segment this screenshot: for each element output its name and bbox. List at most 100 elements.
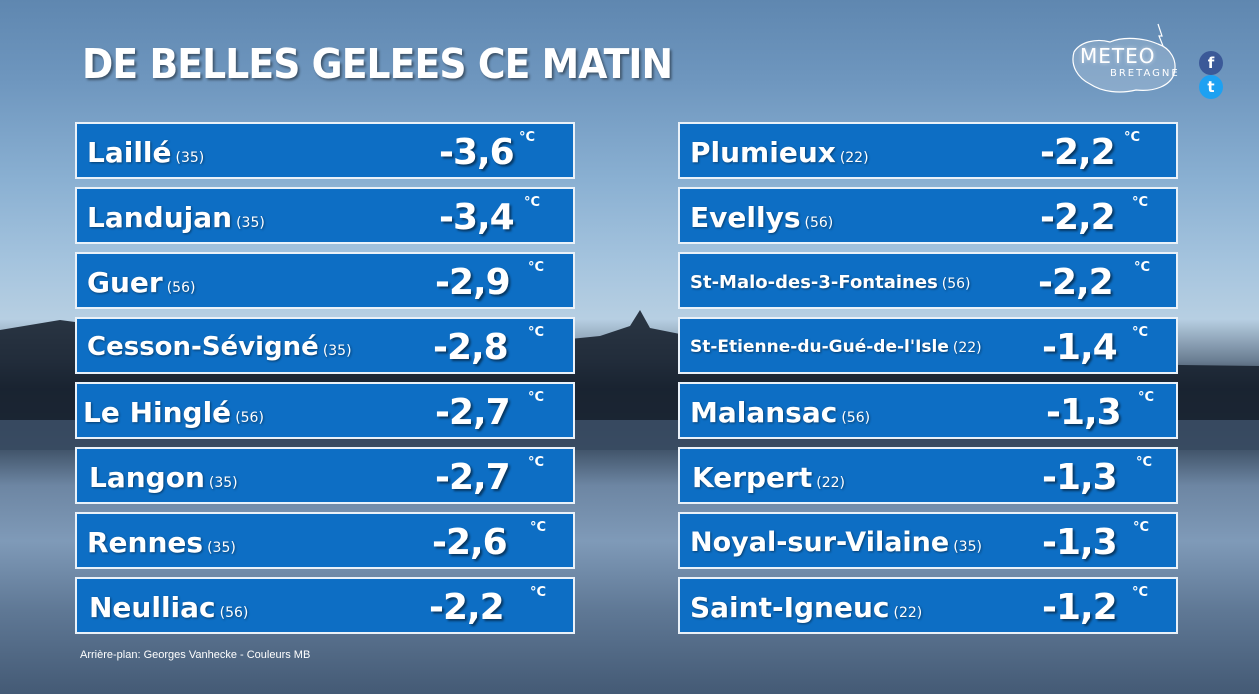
table-row: St-Etienne-du-Gué-de-l'Isle (22) -1,4 °C	[678, 317, 1178, 374]
temperature-value: -2,7	[435, 457, 511, 498]
logo-sub: BRETAGNE	[1110, 68, 1180, 79]
table-row: Langon (35) -2,7 °C	[75, 447, 575, 504]
department-code: (35)	[208, 475, 238, 491]
temperature-value: -1,4	[1042, 327, 1118, 368]
city-label: Guer	[87, 266, 163, 299]
city-name: Neulliac (56)	[89, 579, 248, 632]
table-row: Le Hinglé (56) -2,7 °C	[75, 382, 575, 439]
city-label: Evellys	[690, 201, 801, 234]
temperature-value: -2,7	[435, 392, 511, 433]
temperature-value: -2,8	[433, 327, 509, 368]
temperature-value: -2,2	[1040, 197, 1116, 238]
city-label: Le Hinglé	[83, 396, 232, 429]
table-row: Guer (56) -2,9 °C	[75, 252, 575, 309]
temperature-unit: °C	[524, 195, 541, 210]
table-row: Noyal-sur-Vilaine (35) -1,3 °C	[678, 512, 1178, 569]
table-row: Malansac (56) -1,3 °C	[678, 382, 1178, 439]
temperature-unit: °C	[1124, 130, 1141, 145]
temperature-value: -2,2	[1038, 262, 1114, 303]
city-name: Guer (56)	[87, 254, 195, 307]
facebook-glyph: f	[1207, 54, 1215, 72]
table-row: St-Malo-des-3-Fontaines (56) -2,2 °C	[678, 252, 1178, 309]
temperature-unit: °C	[530, 585, 547, 600]
facebook-icon[interactable]: f	[1199, 51, 1223, 75]
temperature-unit: °C	[1136, 455, 1153, 470]
temperature-unit: °C	[530, 520, 547, 535]
logo-main: METEO	[1080, 44, 1156, 68]
table-row: Landujan (35) -3,4 °C	[75, 187, 575, 244]
city-name: Evellys (56)	[690, 189, 833, 242]
temperature-unit: °C	[1132, 195, 1149, 210]
table-row: Plumieux (22) -2,2 °C	[678, 122, 1178, 179]
city-name: Plumieux (22)	[690, 124, 869, 177]
table-row: Kerpert (22) -1,3 °C	[678, 447, 1178, 504]
temperature-unit: °C	[1134, 260, 1151, 275]
twitter-icon[interactable]: t	[1199, 75, 1223, 99]
city-name: Langon (35)	[89, 449, 238, 502]
department-code: (22)	[816, 475, 845, 491]
city-label: Noyal-sur-Vilaine	[690, 527, 950, 558]
table-row: Evellys (56) -2,2 °C	[678, 187, 1178, 244]
city-name: Landujan (35)	[87, 189, 265, 242]
table-row: Cesson-Sévigné (35) -2,8 °C	[75, 317, 575, 374]
city-label: St-Etienne-du-Gué-de-l'Isle	[690, 337, 949, 357]
table-row: Neulliac (56) -2,2 °C	[75, 577, 575, 634]
city-label: Cesson-Sévigné	[87, 332, 319, 362]
department-code: (35)	[953, 539, 982, 555]
department-code: (56)	[841, 410, 871, 426]
department-code: (56)	[941, 276, 971, 292]
temperature-unit: °C	[528, 325, 545, 340]
city-label: St-Malo-des-3-Fontaines	[690, 272, 938, 293]
city-name: Malansac (56)	[690, 384, 870, 437]
city-label: Rennes	[87, 526, 204, 559]
department-code: (22)	[839, 150, 869, 166]
temperature-value: -1,3	[1046, 392, 1122, 433]
temperature-unit: °C	[1133, 520, 1150, 535]
city-name: Kerpert (22)	[692, 449, 845, 502]
temperature-value: -2,9	[435, 262, 511, 303]
department-code: (35)	[236, 215, 265, 231]
department-code: (56)	[166, 280, 196, 296]
city-name: St-Malo-des-3-Fontaines (56)	[690, 254, 971, 307]
temperature-value: -2,2	[1040, 132, 1116, 173]
city-name: Rennes (35)	[87, 514, 236, 567]
temperature-value: -3,6	[439, 132, 515, 173]
department-code: (35)	[322, 343, 352, 359]
page-title: DE BELLES GELEES CE MATIN	[82, 40, 673, 88]
brittany-map-logo-icon[interactable]	[1066, 22, 1186, 102]
temperature-value: -1,3	[1042, 457, 1118, 498]
department-code: (56)	[804, 215, 834, 231]
temperature-unit: °C	[528, 260, 545, 275]
temperature-unit: °C	[1132, 585, 1149, 600]
city-label: Landujan	[87, 201, 233, 234]
city-name: Cesson-Sévigné (35)	[87, 319, 352, 372]
city-name: Laillé (35)	[87, 124, 204, 177]
table-row: Saint-Igneuc (22) -1,2 °C	[678, 577, 1178, 634]
temperature-value: -2,6	[432, 522, 508, 563]
department-code: (22)	[952, 340, 982, 356]
temperature-unit: °C	[528, 455, 545, 470]
temperature-unit: °C	[519, 130, 536, 145]
table-row: Rennes (35) -2,6 °C	[75, 512, 575, 569]
department-code: (35)	[175, 150, 205, 166]
department-code: (56)	[235, 410, 264, 426]
city-name: St-Etienne-du-Gué-de-l'Isle (22)	[690, 319, 982, 372]
temperature-value: -1,2	[1042, 587, 1118, 628]
department-code: (56)	[219, 605, 249, 621]
temperature-value: -1,3	[1042, 522, 1118, 563]
temperature-unit: °C	[528, 390, 545, 405]
temperature-value: -2,2	[429, 587, 505, 628]
city-label: Laillé	[87, 136, 172, 169]
photo-credit: Arrière-plan: Georges Vanhecke - Couleur…	[80, 649, 311, 661]
temperature-value: -3,4	[439, 197, 515, 238]
city-name: Noyal-sur-Vilaine (35)	[690, 514, 982, 567]
city-name: Le Hinglé (56)	[83, 384, 264, 437]
city-label: Malansac	[690, 396, 838, 429]
city-label: Saint-Igneuc	[690, 591, 890, 624]
temperature-unit: °C	[1138, 390, 1155, 405]
city-name: Saint-Igneuc (22)	[690, 579, 922, 632]
department-code: (35)	[207, 540, 236, 556]
temperature-unit: °C	[1132, 325, 1149, 340]
department-code: (22)	[893, 605, 923, 621]
city-label: Neulliac	[89, 591, 216, 624]
